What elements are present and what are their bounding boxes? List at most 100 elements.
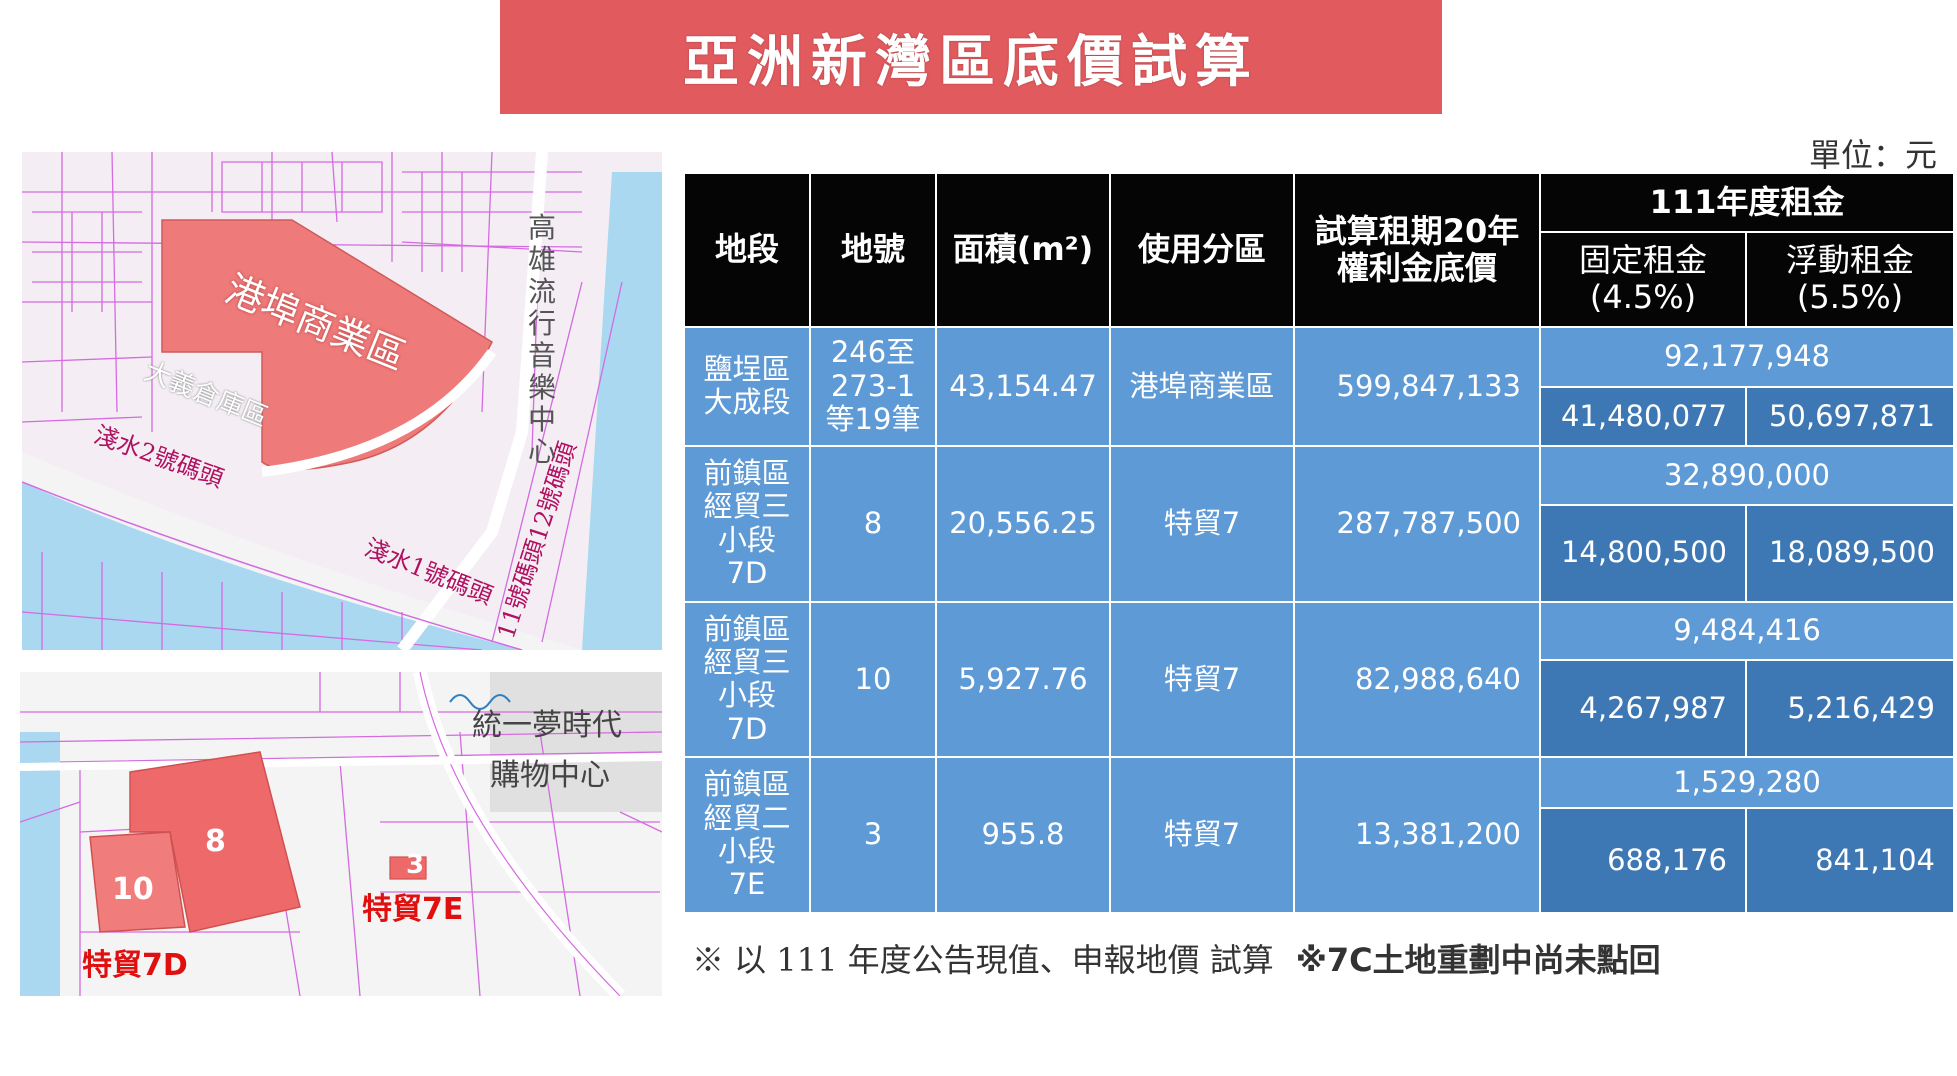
- lot-3-label: 3: [406, 850, 425, 880]
- cell-area: 43,154.47: [935, 325, 1111, 447]
- header-floating-line2: (5.5%): [1796, 278, 1904, 317]
- cell-lot-no: 246至 273-1 等19筆: [809, 325, 937, 447]
- header-zoning: 使用分區: [1109, 172, 1295, 328]
- table-row: 前鎮區 經貿三 小段 7D 10 5,927.76 特貿7 82,988,640 9,484,4…: [683, 600, 1955, 759]
- cell-lot-no: 3: [809, 756, 937, 914]
- cell-section: 鹽埕區 大成段: [683, 325, 811, 447]
- music-center-label: 高 雄 流 行 音 樂 中 心: [528, 212, 558, 468]
- section-line: 前鎮區: [703, 767, 791, 802]
- cell-rent-total: 32,890,000: [1539, 444, 1955, 506]
- section-line: 前鎮區: [703, 611, 791, 646]
- header-premium-line1: 試算租期20年: [1314, 212, 1520, 251]
- cell-rent-floating: 50,697,871: [1745, 386, 1955, 447]
- map-top-drawing: [22, 152, 662, 650]
- cell-area: 20,556.25: [935, 444, 1111, 603]
- cell-section: 前鎮區 經貿三 小段 7D: [683, 600, 811, 759]
- section-line: 小段: [717, 522, 776, 557]
- header-area: 面積(m²): [935, 172, 1111, 328]
- map-bottom-drawing: [20, 672, 662, 996]
- section-line: 小段: [717, 678, 776, 713]
- land-price-table: 地段 地號 面積(m²) 使用分區 試算租期20年 權利金底價 111年度租金 …: [683, 172, 1955, 915]
- music-center-char: 樂: [528, 371, 557, 404]
- cell-rent-total: 92,177,948: [1539, 325, 1955, 389]
- section-line: 7D: [726, 556, 768, 591]
- section-line: 7D: [726, 711, 768, 746]
- zone-7e-label: 特貿7E: [362, 892, 464, 927]
- section-line: 鹽埕區: [703, 351, 791, 386]
- section-line: 大成段: [703, 385, 791, 420]
- music-center-char: 心: [528, 435, 557, 468]
- lot_no-line: 10: [854, 661, 892, 696]
- cell-zoning: 特貿7: [1109, 444, 1295, 603]
- mall-label-line2: 購物中心: [490, 758, 610, 793]
- section-line: 經貿二: [703, 800, 791, 835]
- music-center-char: 中: [528, 403, 557, 436]
- cell-premium: 13,381,200: [1293, 756, 1541, 914]
- lot-8-label: 8: [205, 824, 226, 859]
- lot-10-label: 10: [112, 872, 154, 907]
- lot_no-line: 273-1: [830, 368, 916, 403]
- header-fixed-rent: 固定租金 (4.5%): [1539, 230, 1747, 328]
- page-title: 亞洲新灣區底價試算: [683, 29, 1259, 95]
- cell-area: 5,927.76: [935, 600, 1111, 759]
- table-row: 前鎮區 經貿三 小段 7D 8 20,556.25 特貿7 287,787,500 32,890…: [683, 444, 1955, 603]
- cell-rent-floating: 841,104: [1745, 806, 1955, 915]
- header-lot-no: 地號: [809, 172, 937, 328]
- table-row: 鹽埕區 大成段 246至 273-1 等19筆 43,154.47 港埠商業區 599,847…: [683, 325, 1955, 447]
- cell-rent-total: 9,484,416: [1539, 600, 1955, 662]
- cell-rent-fixed: 14,800,500: [1539, 503, 1747, 603]
- header-section: 地段: [683, 172, 811, 328]
- music-center-char: 音: [528, 339, 557, 372]
- cell-rent-fixed: 41,480,077: [1539, 386, 1747, 447]
- table-row-rent: 688,176 841,104: [684, 806, 1955, 915]
- cell-premium: 82,988,640: [1293, 600, 1541, 759]
- section-line: 小段: [717, 834, 776, 869]
- table-body: 鹽埕區 大成段 246至 273-1 等19筆 43,154.47 港埠商業區 599,847…: [683, 325, 1955, 915]
- table-row-rent: 14,800,500 18,089,500: [684, 503, 1955, 603]
- cell-lot-no: 8: [809, 444, 937, 603]
- table-row: 前鎮區 經貿二 小段 7E 3 955.8 特貿7 13,381,200 1,529,280: [683, 756, 1955, 914]
- map-harbor-commercial: 港埠商業區 大義倉庫區 淺水2號碼頭 淺水1號碼頭 11號碼頭12號碼頭 高 雄…: [22, 152, 662, 650]
- cell-lot-no: 10: [809, 600, 937, 759]
- music-center-char: 行: [528, 307, 557, 340]
- map-special-trade-zone: 8 10 3 特貿7D 特貿7E 統一夢時代 購物中心: [20, 672, 662, 996]
- section-line: 7E: [728, 867, 766, 902]
- table-row-rent: 4,267,987 5,216,429: [684, 659, 1955, 759]
- music-center-char: 高: [528, 211, 557, 244]
- cell-zoning: 特貿7: [1109, 756, 1295, 914]
- cell-zoning: 特貿7: [1109, 600, 1295, 759]
- cell-rent-floating: 5,216,429: [1745, 659, 1955, 759]
- header-premium-line2: 權利金底價: [1336, 248, 1497, 287]
- lot_no-line: 3: [863, 817, 883, 852]
- cell-rent-total: 1,529,280: [1539, 756, 1955, 809]
- cell-section: 前鎮區 經貿二 小段 7E: [683, 756, 811, 914]
- section-line: 前鎮區: [703, 456, 791, 491]
- footnote-valuation: ※ 以 111 年度公告現值、申報地價 試算: [692, 941, 1274, 979]
- cell-premium: 287,787,500: [1293, 444, 1541, 603]
- cell-premium: 599,847,133: [1293, 325, 1541, 447]
- cell-zoning: 港埠商業區: [1109, 325, 1295, 447]
- section-line: 經貿三: [703, 489, 791, 524]
- zone-7d-label: 特貿7D: [82, 948, 188, 983]
- cell-section: 前鎮區 經貿三 小段 7D: [683, 444, 811, 603]
- table-row-rent: 41,480,077 50,697,871: [684, 386, 1955, 447]
- lot_no-line: 等19筆: [825, 401, 921, 436]
- header-rent: 111年度租金: [1539, 172, 1955, 233]
- mall-label-line1: 統一夢時代: [472, 708, 622, 743]
- lot_no-line: 8: [863, 506, 883, 541]
- cell-rent-floating: 18,089,500: [1745, 503, 1955, 603]
- title-banner: 亞洲新灣區底價試算: [500, 0, 1442, 114]
- footnote-7c: ※7C土地重劃中尚未點回: [1295, 941, 1661, 979]
- music-center-char: 流: [528, 275, 557, 308]
- header-fixed-line1: 固定租金: [1578, 241, 1707, 280]
- cell-area: 955.8: [935, 756, 1111, 914]
- cell-rent-fixed: 688,176: [1539, 806, 1747, 915]
- header-floating-line1: 浮動租金: [1785, 241, 1914, 280]
- header-fixed-line2: (4.5%): [1589, 278, 1697, 317]
- header-premium: 試算租期20年 權利金底價: [1293, 172, 1541, 328]
- footnote: ※ 以 111 年度公告現值、申報地價 試算 ※7C土地重劃中尚未點回: [692, 935, 1661, 981]
- lot_no-line: 246至: [830, 335, 916, 370]
- header-floating-rent: 浮動租金 (5.5%): [1745, 230, 1955, 328]
- cell-rent-fixed: 4,267,987: [1539, 659, 1747, 759]
- section-line: 經貿三: [703, 645, 791, 680]
